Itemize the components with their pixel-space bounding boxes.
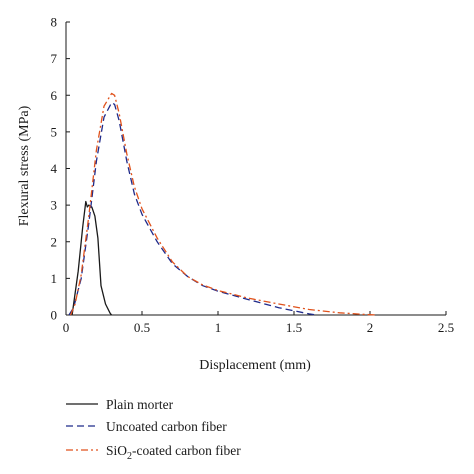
axes: 0 0.5 1 1.5 2 2.5 0 1 2 3 4 5 6 7 8 (51, 15, 455, 336)
legend-label-sio2-coated-carbon-fiber: SiO2-coated carbon fiber (106, 443, 241, 462)
series-layer (68, 92, 378, 316)
series-line-plain-morter (71, 200, 113, 316)
y-tick-label: 6 (51, 88, 58, 103)
x-tick-label: 2.5 (438, 320, 454, 335)
legend-item-sio2-coated-carbon-fiber: SiO2-coated carbon fiber (66, 443, 241, 462)
legend-item-uncoated-carbon-fiber: Uncoated carbon fiber (66, 419, 227, 434)
legend-item-plain-morter: Plain morter (66, 397, 174, 412)
y-tick-label: 2 (51, 234, 58, 249)
x-tick-label: 1.5 (286, 320, 302, 335)
x-axis-label: Displacement (mm) (199, 358, 311, 373)
legend-label-uncoated-carbon-fiber: Uncoated carbon fiber (106, 419, 227, 434)
y-tick-label: 0 (51, 308, 58, 323)
y-tick-label: 5 (51, 124, 58, 139)
legend: Plain morter Uncoated carbon fiber SiO2-… (66, 397, 241, 462)
y-tick-label: 1 (51, 271, 58, 286)
x-tick-label: 2 (367, 320, 374, 335)
x-tick-label: 1 (215, 320, 222, 335)
series-line-uncoated-carbon-fiber (68, 101, 317, 316)
y-tick-label: 3 (51, 198, 58, 213)
x-tick-label: 0 (63, 320, 70, 335)
legend-label-plain-morter: Plain morter (106, 397, 174, 412)
y-tick-label: 7 (51, 51, 58, 66)
y-tick-label: 8 (51, 15, 58, 30)
y-tick-label: 4 (51, 161, 58, 176)
series-line-sio2-coated-carbon-fiber (69, 92, 378, 316)
y-axis-label: Flexural stress (MPa) (17, 105, 32, 226)
x-tick-label: 0.5 (134, 320, 150, 335)
